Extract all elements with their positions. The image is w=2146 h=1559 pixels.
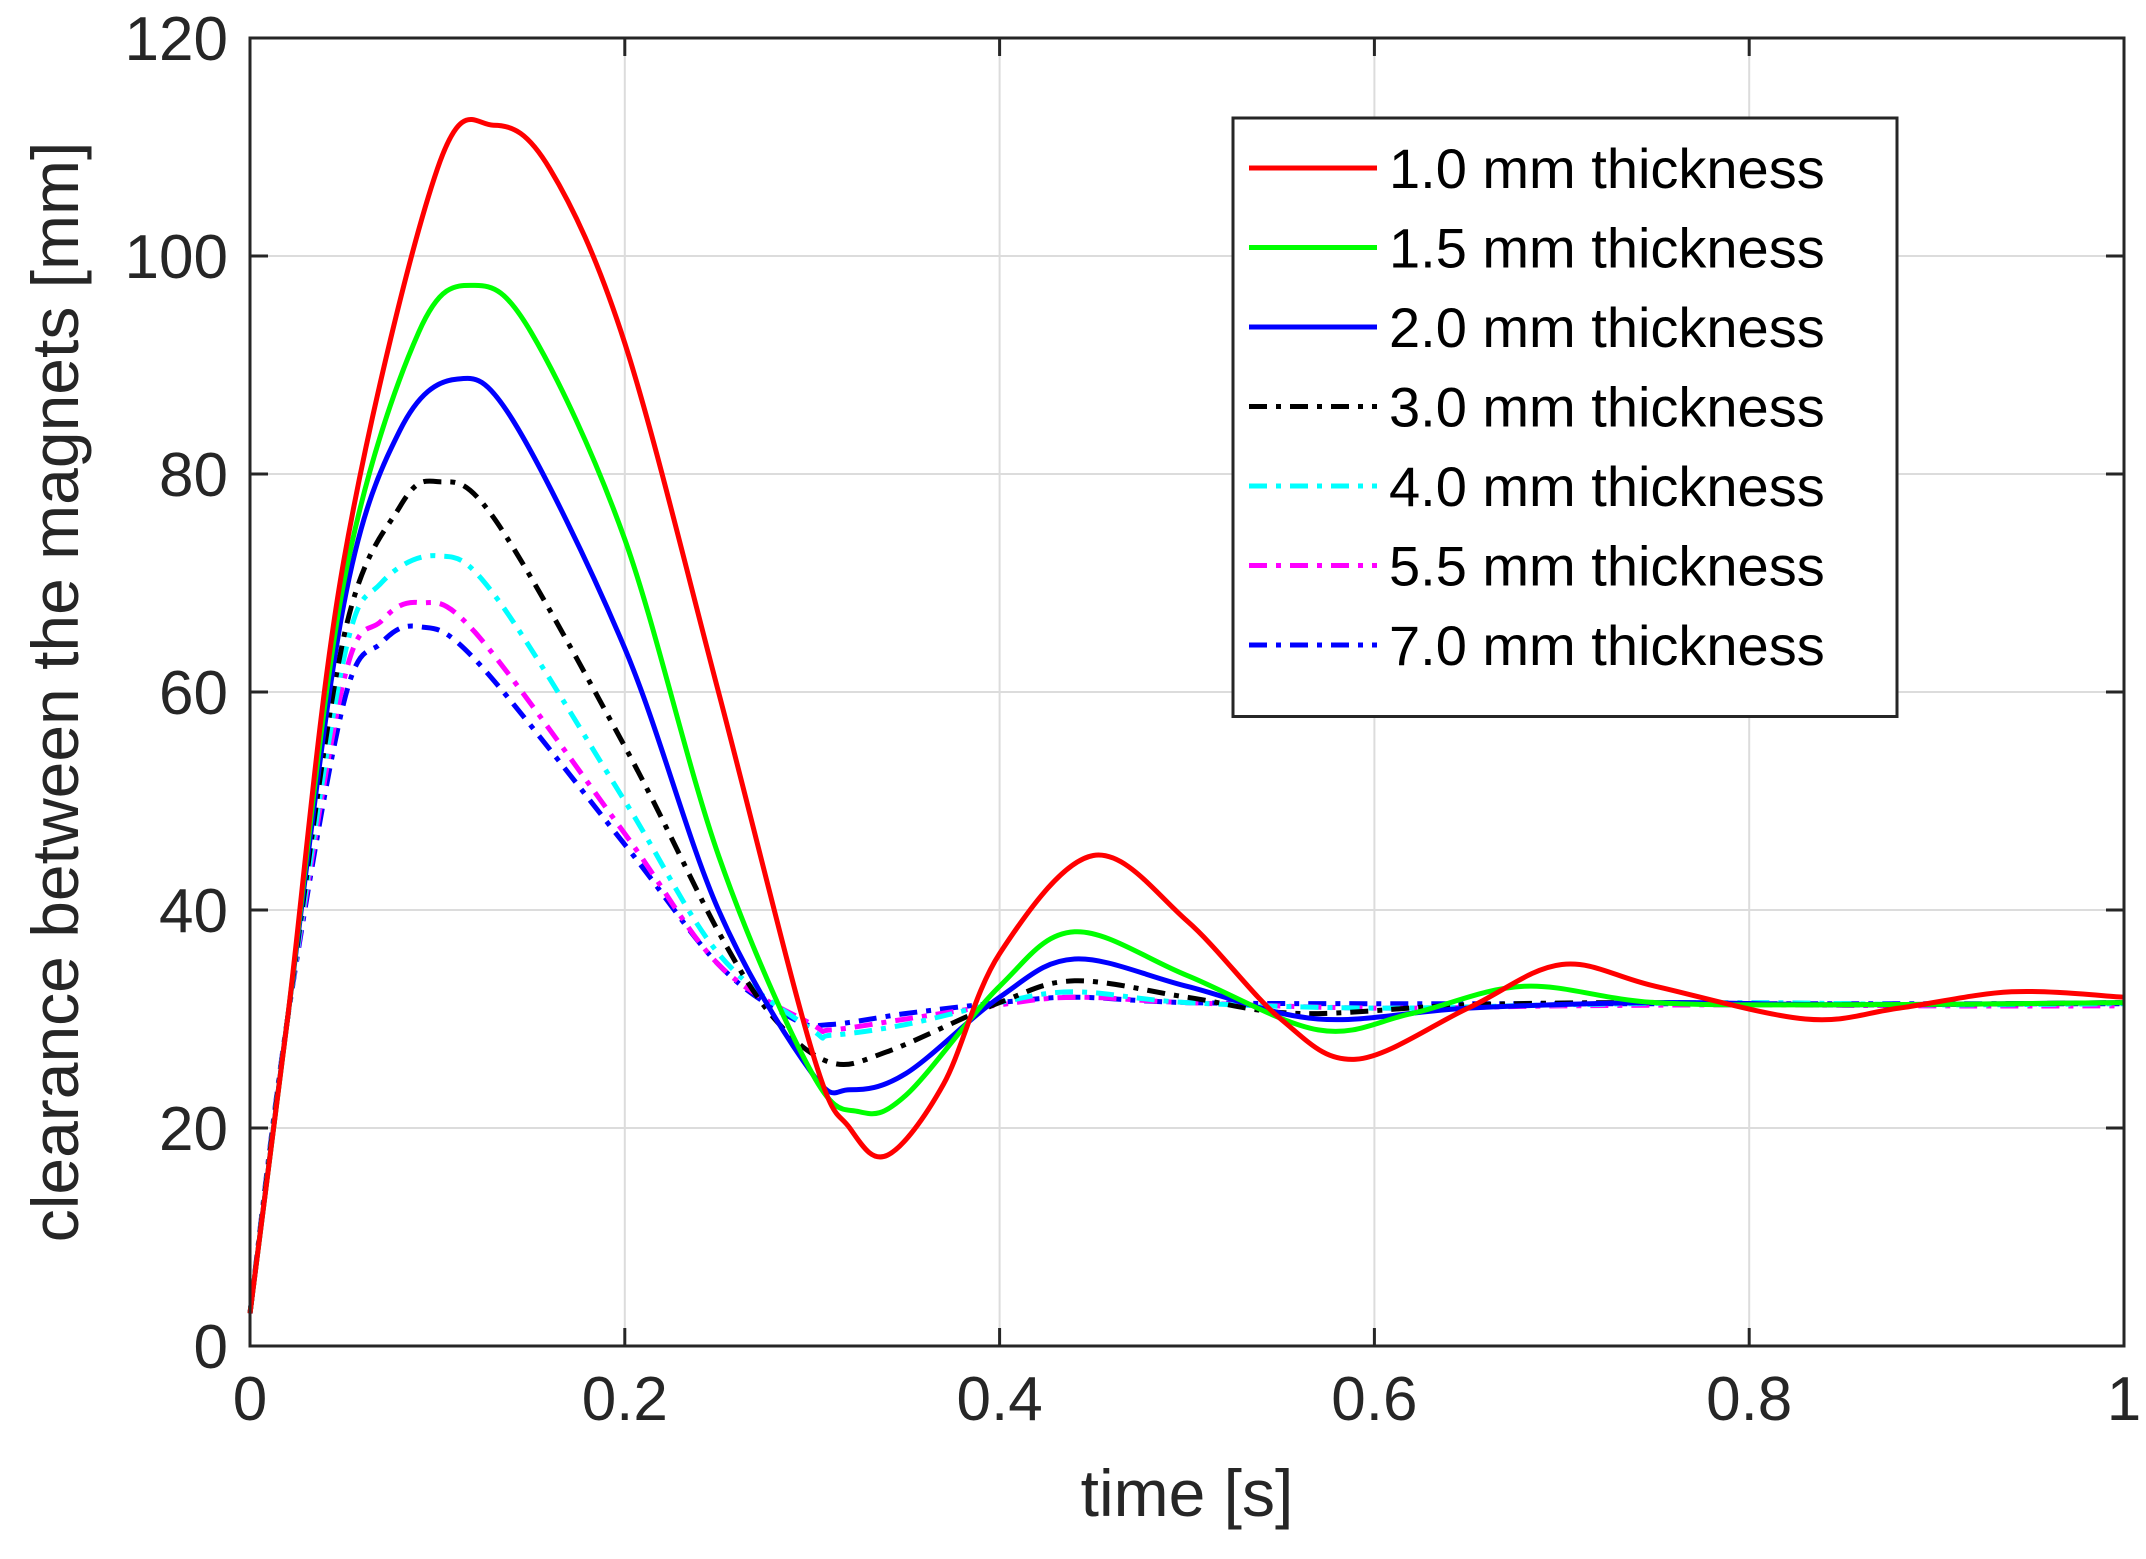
series-line bbox=[247, 553, 2125, 1314]
x-axis-label: time [s] bbox=[1081, 1456, 1294, 1530]
x-tick-label: 1 bbox=[2107, 1365, 2141, 1434]
legend-label: 2.0 mm thickness bbox=[1389, 296, 1825, 359]
legend-label: 5.5 mm thickness bbox=[1389, 535, 1825, 598]
series-line bbox=[247, 117, 2125, 1314]
x-tick-label: 0.8 bbox=[1706, 1365, 1792, 1434]
legend-label: 4.0 mm thickness bbox=[1389, 455, 1825, 518]
y-tick-label: 40 bbox=[159, 877, 228, 946]
legend: 1.0 mm thickness 1.5 mm thickness 2.0 mm t… bbox=[1231, 116, 1899, 718]
legend-label: 1.5 mm thickness bbox=[1389, 217, 1825, 280]
series-line bbox=[247, 623, 2124, 1314]
x-tick-label: 0.2 bbox=[582, 1365, 668, 1434]
legend-label: 1.0 mm thickness bbox=[1389, 137, 1825, 200]
y-tick-label: 100 bbox=[125, 223, 228, 292]
y-tick-label: 20 bbox=[159, 1095, 228, 1164]
x-tick-label: 0 bbox=[233, 1365, 267, 1434]
y-tick-label: 0 bbox=[194, 1313, 228, 1382]
ticks bbox=[248, 36, 2126, 1348]
x-tick-label: 0.4 bbox=[956, 1365, 1042, 1434]
series-line bbox=[247, 478, 2125, 1314]
legend-label: 7.0 mm thickness bbox=[1389, 614, 1825, 677]
y-tick-label: 60 bbox=[159, 659, 228, 728]
series-lines bbox=[247, 117, 2125, 1314]
tick-labels: 0 0.2 0.4 0.6 0.8 1 0 20 40 60 80 100 120 bbox=[125, 5, 2142, 1434]
x-tick-label: 0.6 bbox=[1331, 1365, 1417, 1434]
y-axis-label: clearance between the magnets [mm] bbox=[18, 142, 92, 1243]
series-line bbox=[247, 599, 2125, 1314]
y-tick-label: 80 bbox=[159, 441, 228, 510]
legend-label: 3.0 mm thickness bbox=[1389, 376, 1825, 439]
legend-box bbox=[1231, 116, 1899, 718]
y-tick-label: 120 bbox=[125, 5, 228, 74]
